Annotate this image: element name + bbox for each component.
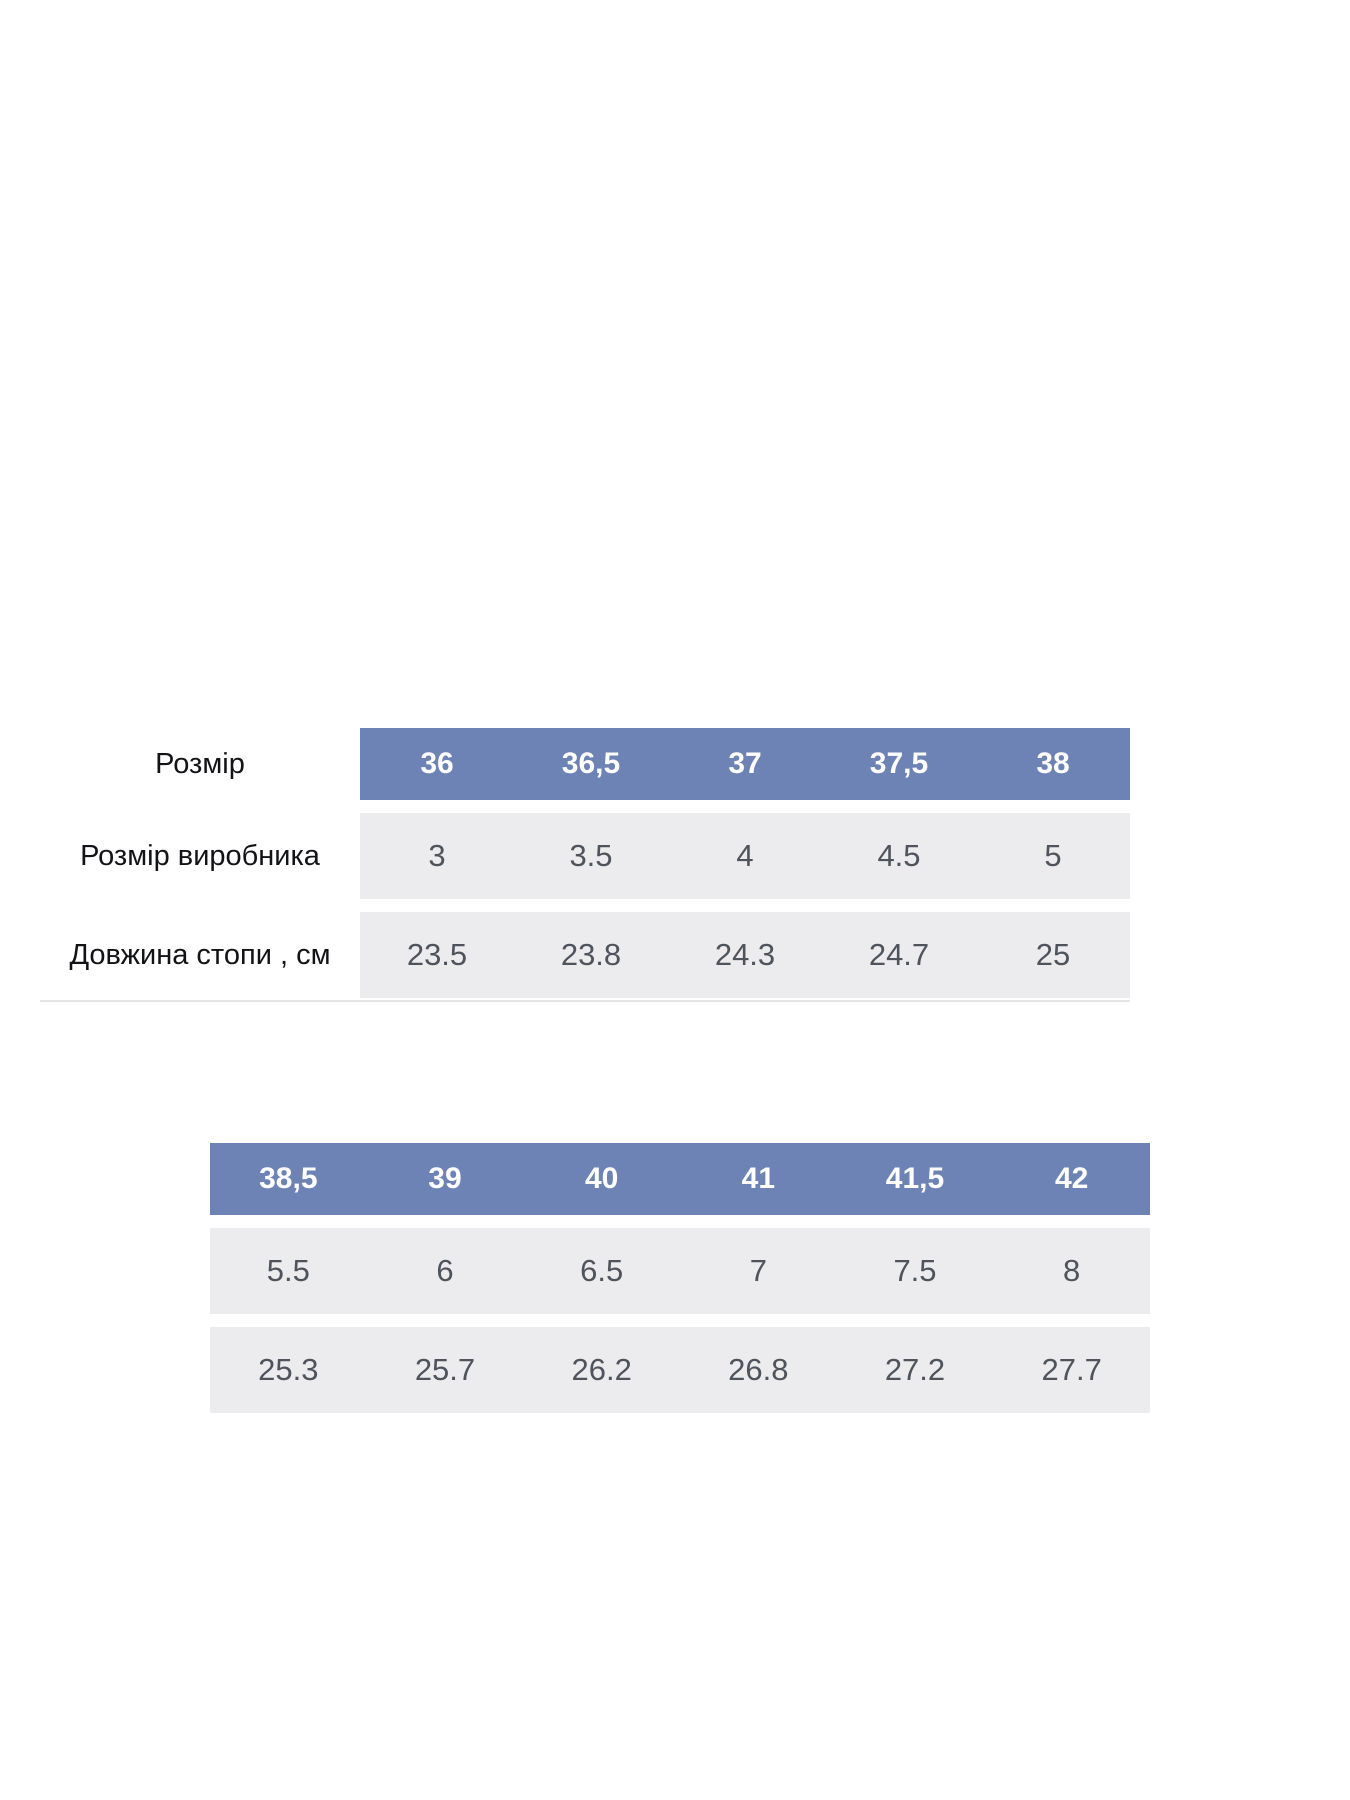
foot-length-cell: 24.3 [668,912,822,998]
size-header-cell: 39 [366,1143,524,1215]
manufacturer-size-cell: 7 [680,1228,837,1314]
size-header-cell: 37 [668,728,822,800]
row-label-size: Розмір [155,747,245,780]
foot-length-cell: 23.5 [360,912,514,998]
row-label-foot-length: Довжина стопи , см [69,938,331,971]
size-header-cell: 41,5 [836,1143,994,1215]
size-header-cell: 41 [680,1143,837,1215]
row-label-manufacturer-size: Розмір виробника [80,839,320,872]
manufacturer-size-cell: 4.5 [822,813,976,899]
size-header-cell: 42 [993,1143,1150,1215]
manufacturer-size-cell: 3 [360,813,514,899]
foot-length-cell: 25 [976,912,1130,998]
manufacturer-size-cell: 6 [366,1228,524,1314]
size-header-cell: 38 [976,728,1130,800]
size-header-cell: 36 [360,728,514,800]
foot-length-cell: 26.8 [680,1327,837,1413]
foot-length-cell: 26.2 [523,1327,680,1413]
size-header-cell: 37,5 [822,728,976,800]
foot-length-cell: 25.3 [210,1327,367,1413]
size-header-cell: 40 [523,1143,680,1215]
foot-length-cell: 27.7 [993,1327,1150,1413]
foot-length-cell: 25.7 [366,1327,524,1413]
manufacturer-size-cell: 8 [993,1228,1150,1314]
size-table-upper: Розмір 36 36,5 37 37,5 38 Розмір виробни… [40,728,1130,1002]
size-table-lower: 38,5 39 40 41 41,5 42 5.5 6 6.5 7 7.5 8 … [210,1143,1150,1413]
manufacturer-size-cell: 5.5 [210,1228,367,1314]
size-header-cell: 36,5 [514,728,668,800]
foot-length-cell: 23.8 [514,912,668,998]
foot-length-cell: 24.7 [822,912,976,998]
manufacturer-size-cell: 5 [976,813,1130,899]
manufacturer-size-cell: 6.5 [523,1228,680,1314]
foot-length-cell: 27.2 [836,1327,994,1413]
size-header-cell: 38,5 [210,1143,367,1215]
manufacturer-size-cell: 3.5 [514,813,668,899]
manufacturer-size-cell: 4 [668,813,822,899]
manufacturer-size-cell: 7.5 [836,1228,994,1314]
